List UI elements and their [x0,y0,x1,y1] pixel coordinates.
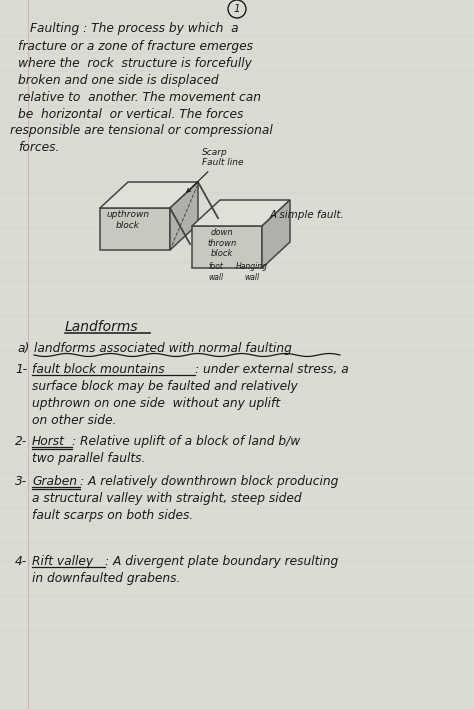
Polygon shape [192,226,262,268]
Text: Horst: Horst [32,435,65,448]
Polygon shape [170,182,198,250]
Text: on other side.: on other side. [32,414,117,427]
Text: relative to  another. The movement can: relative to another. The movement can [18,91,261,104]
Text: down
thrown
block: down thrown block [207,228,237,258]
Text: 2-: 2- [15,435,27,448]
Text: a structural valley with straight, steep sided: a structural valley with straight, steep… [32,492,301,505]
Text: 1-: 1- [15,363,27,376]
Text: Faulting : The process by which  a: Faulting : The process by which a [30,22,238,35]
Text: landforms associated with normal faulting: landforms associated with normal faultin… [34,342,292,355]
Text: Scarp
Fault line: Scarp Fault line [187,147,244,192]
Text: Landforms: Landforms [65,320,138,334]
Text: 1: 1 [234,4,240,14]
Circle shape [228,0,246,18]
Text: Graben: Graben [32,475,77,488]
Text: 3-: 3- [15,475,27,488]
Text: Rift valley: Rift valley [32,555,93,568]
Text: foot
wall: foot wall [209,262,224,281]
Text: surface block may be faulted and relatively: surface block may be faulted and relativ… [32,380,298,393]
Text: A simple fault.: A simple fault. [270,210,345,220]
Text: fracture or a zone of fracture emerges: fracture or a zone of fracture emerges [18,40,253,53]
Text: : under external stress, a: : under external stress, a [195,363,349,376]
Polygon shape [262,200,290,268]
Text: responsible are tensional or compressional: responsible are tensional or compression… [10,124,273,137]
Text: 4-: 4- [15,555,27,568]
Text: Hanging
wall: Hanging wall [236,262,268,281]
Text: fault scarps on both sides.: fault scarps on both sides. [32,509,193,522]
Polygon shape [192,200,290,226]
Text: forces.: forces. [18,141,59,154]
Polygon shape [100,182,198,208]
Text: upthrown on one side  without any uplift: upthrown on one side without any uplift [32,397,280,410]
Text: be  horizontal  or vertical. The forces: be horizontal or vertical. The forces [18,108,243,121]
Text: two parallel faults.: two parallel faults. [32,452,146,465]
Text: a): a) [18,342,30,355]
Text: : A divergent plate boundary resulting: : A divergent plate boundary resulting [105,555,338,568]
Text: fault block mountains: fault block mountains [32,363,164,376]
Text: : Relative uplift of a block of land b/w: : Relative uplift of a block of land b/w [72,435,300,448]
Polygon shape [100,208,170,250]
Text: where the  rock  structure is forcefully: where the rock structure is forcefully [18,57,252,70]
Text: upthrown
block: upthrown block [107,211,150,230]
Text: : A relatively downthrown block producing: : A relatively downthrown block producin… [80,475,338,488]
Text: broken and one side is displaced: broken and one side is displaced [18,74,219,87]
Text: in downfaulted grabens.: in downfaulted grabens. [32,572,181,585]
